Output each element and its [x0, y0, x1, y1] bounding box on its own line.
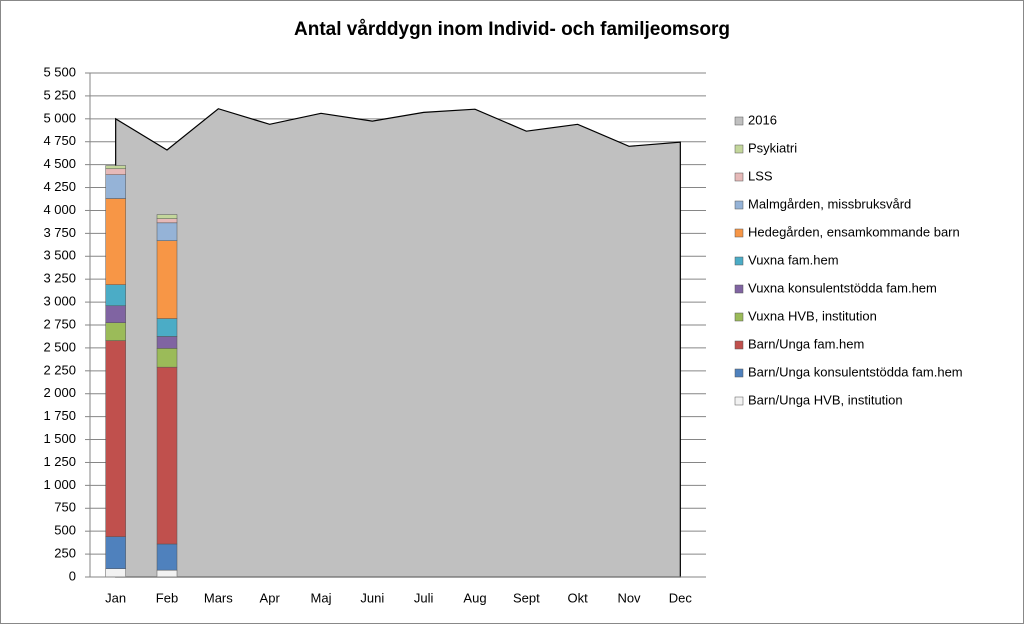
y-tick-label: 500	[54, 523, 76, 538]
legend-swatch	[734, 200, 744, 210]
x-tick-label: Feb	[156, 590, 178, 605]
legend-label: 2016	[748, 112, 777, 127]
y-tick-label: 2 000	[43, 385, 76, 400]
bar-segment	[105, 174, 126, 199]
y-tick-label: 5 500	[43, 64, 76, 79]
bar-segment	[156, 222, 178, 241]
x-tick-label: Juni	[360, 590, 384, 605]
legend-swatch	[734, 340, 744, 350]
y-tick-label: 3 250	[43, 271, 76, 286]
legend-swatch	[734, 144, 744, 154]
y-tick-label: 2 500	[43, 339, 76, 354]
bar-segment	[105, 322, 126, 341]
y-tick-label: 1 250	[43, 454, 76, 469]
y-tick-label: 1 750	[43, 408, 76, 423]
legend-label: Vuxna fam.hem	[748, 252, 839, 267]
legend-swatch	[734, 172, 744, 182]
x-tick-label: Aug	[463, 590, 486, 605]
y-tick-label: 1 500	[43, 431, 76, 446]
x-tick-label: Juli	[414, 590, 434, 605]
bar-segment	[105, 284, 126, 307]
x-tick-label: Apr	[260, 590, 281, 605]
x-tick-label: Jan	[105, 590, 126, 605]
bar-segment	[156, 366, 178, 545]
bar-segment	[105, 198, 126, 285]
x-tick-label: Dec	[669, 590, 693, 605]
bar-segment	[105, 305, 126, 323]
bar-segment	[105, 536, 126, 570]
y-tick-label: 5 000	[43, 110, 76, 125]
bar-segment	[156, 336, 178, 349]
y-tick-label: 250	[54, 546, 76, 561]
legend-swatch	[734, 396, 744, 406]
y-tick-label: 2 750	[43, 316, 76, 331]
y-tick-label: 1 000	[43, 477, 76, 492]
bar-segment	[156, 240, 178, 319]
x-tick-label: Nov	[617, 590, 641, 605]
legend-swatch	[734, 284, 744, 294]
y-tick-label: 4 250	[43, 179, 76, 194]
legend-swatch	[734, 368, 744, 378]
bar-segment	[156, 569, 178, 578]
bar-segment	[105, 165, 126, 170]
area	[115, 108, 681, 578]
x-tick-label: Sept	[513, 590, 540, 605]
legend-label: Barn/Unga konsulentstödda fam.hem	[748, 364, 963, 379]
legend-label: Malmgården, missbruksvård	[748, 196, 911, 211]
bar-segment	[105, 340, 126, 537]
chart-title: Antal vårddygn inom Individ- och familje…	[294, 19, 730, 40]
legend-label: Barn/Unga HVB, institution	[748, 392, 903, 407]
x-tick-label: Maj	[311, 590, 332, 605]
legend-label: Psykiatri	[748, 140, 797, 155]
bar-segment	[156, 543, 178, 571]
bar-segment	[156, 318, 178, 337]
y-tick-label: 4 750	[43, 133, 76, 148]
legend-label: Vuxna HVB, institution	[748, 308, 877, 323]
legend-label: LSS	[748, 168, 773, 183]
bar-segment	[105, 168, 126, 175]
legend-swatch	[734, 228, 744, 238]
x-tick-label: Okt	[568, 590, 589, 605]
y-tick-label: 3 750	[43, 225, 76, 240]
legend-label: Hedegården, ensamkommande barn	[748, 224, 960, 239]
bar-segment	[156, 218, 178, 224]
legend-swatch	[734, 116, 744, 126]
bar-segment	[156, 214, 178, 219]
y-tick-label: 3 000	[43, 294, 76, 309]
legend-label: Vuxna konsulentstödda fam.hem	[748, 280, 937, 295]
y-tick-label: 750	[54, 500, 76, 515]
y-tick-label: 3 500	[43, 248, 76, 263]
y-tick-label: 2 250	[43, 362, 76, 377]
y-tick-label: 4 000	[43, 202, 76, 217]
legend-label: Barn/Unga fam.hem	[748, 336, 864, 351]
y-tick-label: 4 500	[43, 156, 76, 171]
legend-swatch	[734, 312, 744, 322]
y-tick-label: 0	[69, 568, 76, 583]
bar-segment	[156, 348, 178, 368]
bar-segment	[105, 568, 126, 578]
y-tick-label: 5 250	[43, 87, 76, 102]
x-tick-label: Mars	[204, 590, 233, 605]
legend-swatch	[734, 256, 744, 266]
